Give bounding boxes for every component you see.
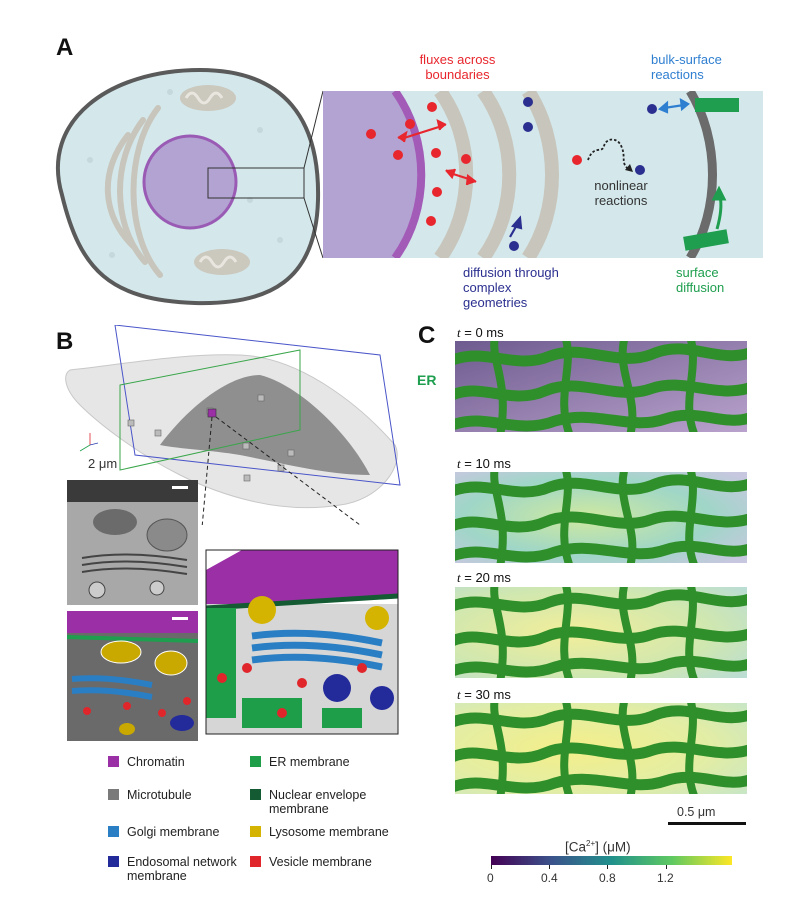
fluxes-label: fluxes across boundaries xyxy=(419,52,496,82)
er-tubule xyxy=(455,510,747,533)
nucleus xyxy=(142,134,238,230)
colorbar-tick-12: 1.2 xyxy=(657,871,674,885)
bulk-surface-label: bulk-surface reactions xyxy=(651,52,722,82)
legend-er-membrane: ER membrane xyxy=(250,755,350,769)
segmentation-image xyxy=(67,611,198,741)
green-arrow xyxy=(711,185,727,230)
er-tubule xyxy=(560,587,573,678)
sim-frame-30 xyxy=(455,703,747,794)
scale-2um: 2 μm xyxy=(88,456,118,471)
colorbar-tick-08: 0.8 xyxy=(599,871,616,885)
zoom-box xyxy=(207,167,305,199)
er-tubule xyxy=(618,341,637,432)
surface-diffusion-label: surface diffusion xyxy=(676,265,725,295)
red-arrows xyxy=(397,118,477,186)
legend-microtubule: Microtubule xyxy=(108,788,192,802)
er-tubule xyxy=(560,472,573,563)
er-tubule xyxy=(455,379,747,402)
nonlinear-label: nonlinear reactions xyxy=(594,178,648,208)
legend-nuclear-envelope: Nuclear envelope membrane xyxy=(250,788,390,816)
er-tubule xyxy=(560,341,573,432)
er-tubule xyxy=(455,625,747,648)
legend-lysosome: Lysosome membrane xyxy=(250,825,389,839)
colorbar xyxy=(491,856,732,865)
er-tubule xyxy=(490,341,507,432)
er-tubule xyxy=(685,703,698,794)
scalebar-line xyxy=(668,822,746,825)
reaction-squiggle xyxy=(587,138,631,171)
scalebar-label: 0.5 μm xyxy=(677,805,716,819)
legend-endosomal: Endosomal network membrane xyxy=(108,855,238,883)
sim-frame-0 xyxy=(455,341,747,432)
panel-b-letter: B xyxy=(56,328,74,355)
er-tubule xyxy=(490,703,507,794)
er-tubule xyxy=(560,703,573,794)
em-micrograph xyxy=(67,480,198,605)
er-tubule xyxy=(685,472,698,563)
colorbar-tick-04: 0.4 xyxy=(541,871,558,885)
colorbar-ticks xyxy=(491,865,732,869)
panel-a-illustration xyxy=(55,67,763,306)
colorbar-tick-0: 0 xyxy=(487,871,494,885)
navy-arrow xyxy=(509,215,523,238)
time-label-30: t = 30 ms xyxy=(457,687,511,702)
mitochondria xyxy=(180,85,250,275)
er-tubule xyxy=(618,472,637,563)
er-arcs-cell xyxy=(104,105,163,278)
time-label-20: t = 20 ms xyxy=(457,570,511,585)
cell-3d-render xyxy=(65,325,401,525)
segmented-volume xyxy=(202,548,402,738)
er-tubule xyxy=(685,341,698,432)
legend-golgi: Golgi membrane xyxy=(108,825,219,839)
er-tubule xyxy=(490,587,507,678)
surface-proteins xyxy=(683,98,739,251)
er-tubule xyxy=(455,474,747,498)
panel-a-letter: A xyxy=(56,34,74,61)
er-tubule xyxy=(490,472,507,563)
diffusion-complex-label: diffusion through complex geometries xyxy=(463,265,559,310)
navy-particles xyxy=(509,97,657,251)
blue-arrow xyxy=(657,97,690,114)
er-label: ER xyxy=(417,372,437,388)
legend-chromatin: Chromatin xyxy=(108,755,185,769)
er-tubule xyxy=(455,741,747,764)
time-label-0: t = 0 ms xyxy=(457,325,504,340)
er-tubule xyxy=(455,589,747,613)
sim-frame-10 xyxy=(455,472,747,563)
legend-vesicle: Vesicle membrane xyxy=(250,855,372,869)
zoomed-region xyxy=(323,91,763,258)
panel-c-letter: C xyxy=(418,322,436,349)
time-label-10: t = 10 ms xyxy=(457,456,511,471)
colorbar-title: [Ca2+] (μM) xyxy=(565,839,631,855)
er-tubule xyxy=(455,705,747,729)
er-tubule xyxy=(455,343,747,367)
er-tubule xyxy=(618,587,637,678)
sim-frame-20 xyxy=(455,587,747,678)
red-particles xyxy=(366,102,582,226)
er-tubule xyxy=(618,703,637,794)
er-tubule xyxy=(685,587,698,678)
